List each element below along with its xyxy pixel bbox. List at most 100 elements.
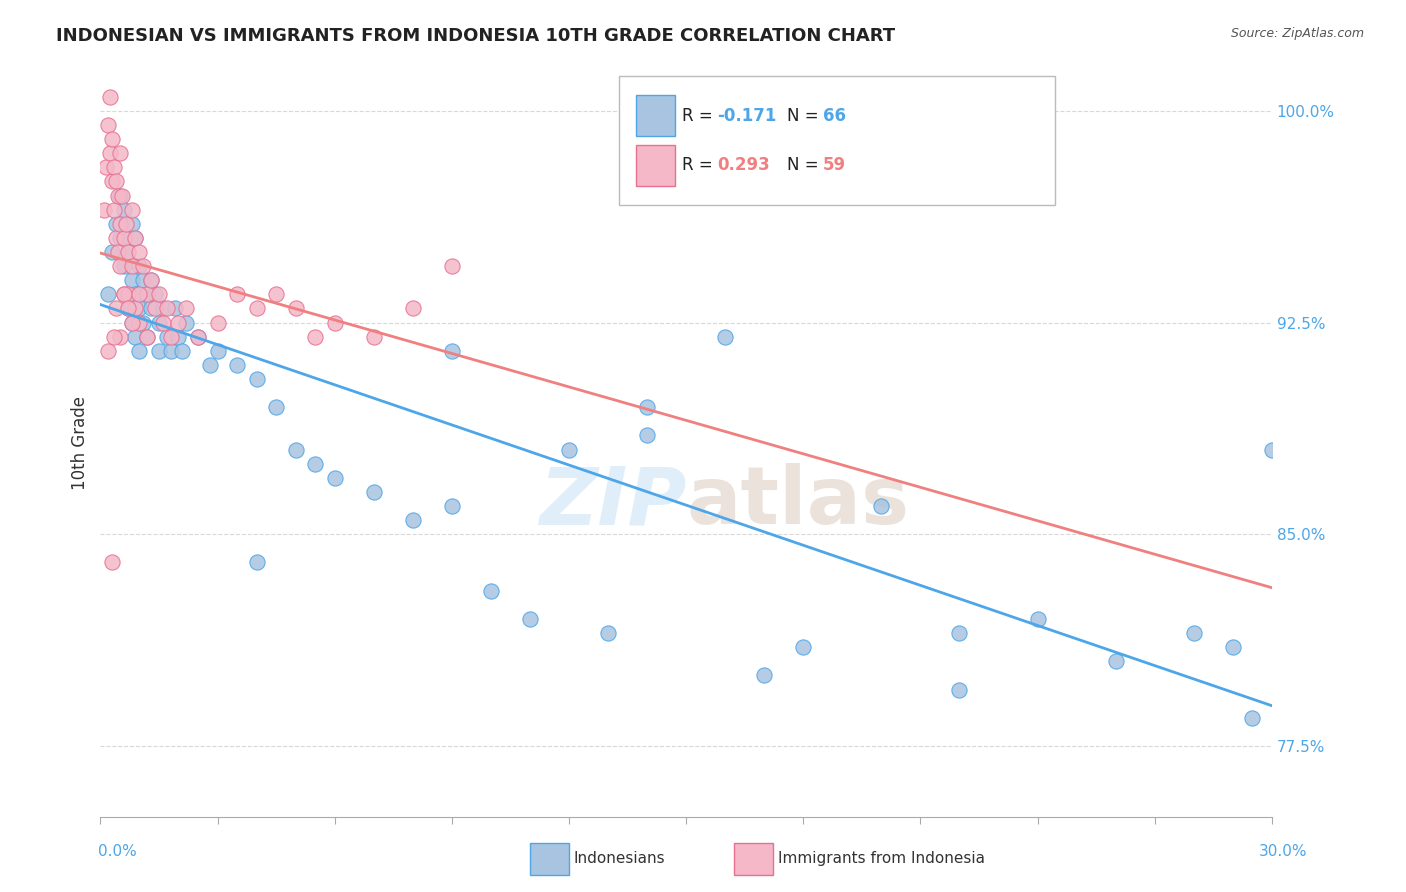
Point: [98, 89, 121, 103]
Point: [124, 231, 146, 245]
Text: 66: 66: [823, 107, 845, 125]
Point: [96, 161, 118, 175]
Point: [104, 301, 127, 316]
Point: [108, 259, 131, 273]
Point: [519, 612, 541, 626]
Point: [284, 442, 307, 457]
Point: [93, 202, 115, 217]
Point: [754, 668, 776, 682]
Point: [104, 231, 127, 245]
Text: -0.171: -0.171: [717, 107, 776, 125]
Point: [124, 287, 146, 301]
Text: N =: N =: [787, 156, 824, 174]
Point: [136, 329, 159, 343]
Point: [323, 471, 346, 485]
Point: [107, 245, 129, 260]
Point: [112, 287, 135, 301]
Point: [104, 217, 127, 231]
Point: [139, 273, 162, 287]
Text: 30.0%: 30.0%: [1260, 845, 1308, 859]
Point: [128, 259, 150, 273]
Text: 0.0%: 0.0%: [98, 845, 138, 859]
Point: [174, 301, 197, 316]
Point: [156, 329, 179, 343]
Point: [97, 287, 120, 301]
Point: [636, 401, 658, 415]
Point: [117, 245, 139, 260]
Point: [108, 217, 131, 231]
Point: [97, 118, 120, 132]
Point: [304, 329, 326, 343]
Point: [148, 316, 170, 330]
Point: [245, 372, 267, 386]
Point: [132, 316, 155, 330]
Point: [117, 301, 139, 316]
Point: [207, 316, 229, 330]
Point: [124, 329, 146, 343]
Point: [596, 626, 619, 640]
Point: [159, 329, 181, 343]
Point: [112, 202, 135, 217]
Point: [402, 301, 425, 316]
Point: [121, 217, 143, 231]
Point: [440, 343, 463, 358]
Point: [245, 301, 267, 316]
Point: [363, 484, 385, 499]
Point: [948, 682, 970, 697]
Point: [363, 329, 385, 343]
Point: [104, 174, 127, 188]
Point: [198, 358, 221, 372]
Point: [136, 287, 159, 301]
Point: [112, 231, 135, 245]
Point: [139, 273, 162, 287]
Point: [114, 217, 136, 231]
Point: [121, 259, 143, 273]
Point: [284, 301, 307, 316]
Point: [121, 316, 143, 330]
Point: [1261, 442, 1284, 457]
Point: [1026, 612, 1049, 626]
Y-axis label: 10th Grade: 10th Grade: [72, 395, 89, 490]
Point: [152, 301, 174, 316]
Point: [226, 287, 249, 301]
Point: [103, 202, 125, 217]
Text: R =: R =: [682, 107, 718, 125]
Point: [107, 188, 129, 202]
Point: [132, 273, 155, 287]
Point: [136, 329, 159, 343]
Point: [152, 316, 174, 330]
Point: [440, 259, 463, 273]
Point: [174, 316, 197, 330]
Point: [948, 626, 970, 640]
Point: [304, 457, 326, 471]
Point: [148, 343, 170, 358]
Point: [128, 287, 150, 301]
Point: [187, 329, 209, 343]
Point: [124, 231, 146, 245]
Point: [132, 259, 155, 273]
Point: [128, 343, 150, 358]
Point: [148, 287, 170, 301]
Point: [103, 329, 125, 343]
Point: [167, 316, 190, 330]
Point: [117, 245, 139, 260]
Text: atlas: atlas: [686, 463, 910, 541]
Text: N =: N =: [787, 107, 824, 125]
Point: [172, 343, 194, 358]
Point: [117, 287, 139, 301]
Point: [143, 301, 166, 316]
Point: [156, 301, 179, 316]
Text: Indonesians: Indonesians: [574, 852, 665, 866]
Point: [121, 202, 143, 217]
Point: [111, 188, 134, 202]
Point: [207, 343, 229, 358]
Text: R =: R =: [682, 156, 718, 174]
Point: [139, 301, 162, 316]
Point: [103, 161, 125, 175]
Text: ZIP: ZIP: [538, 463, 686, 541]
Point: [101, 132, 124, 146]
Point: [163, 301, 186, 316]
Point: [128, 301, 150, 316]
Point: [226, 358, 249, 372]
Point: [108, 329, 131, 343]
